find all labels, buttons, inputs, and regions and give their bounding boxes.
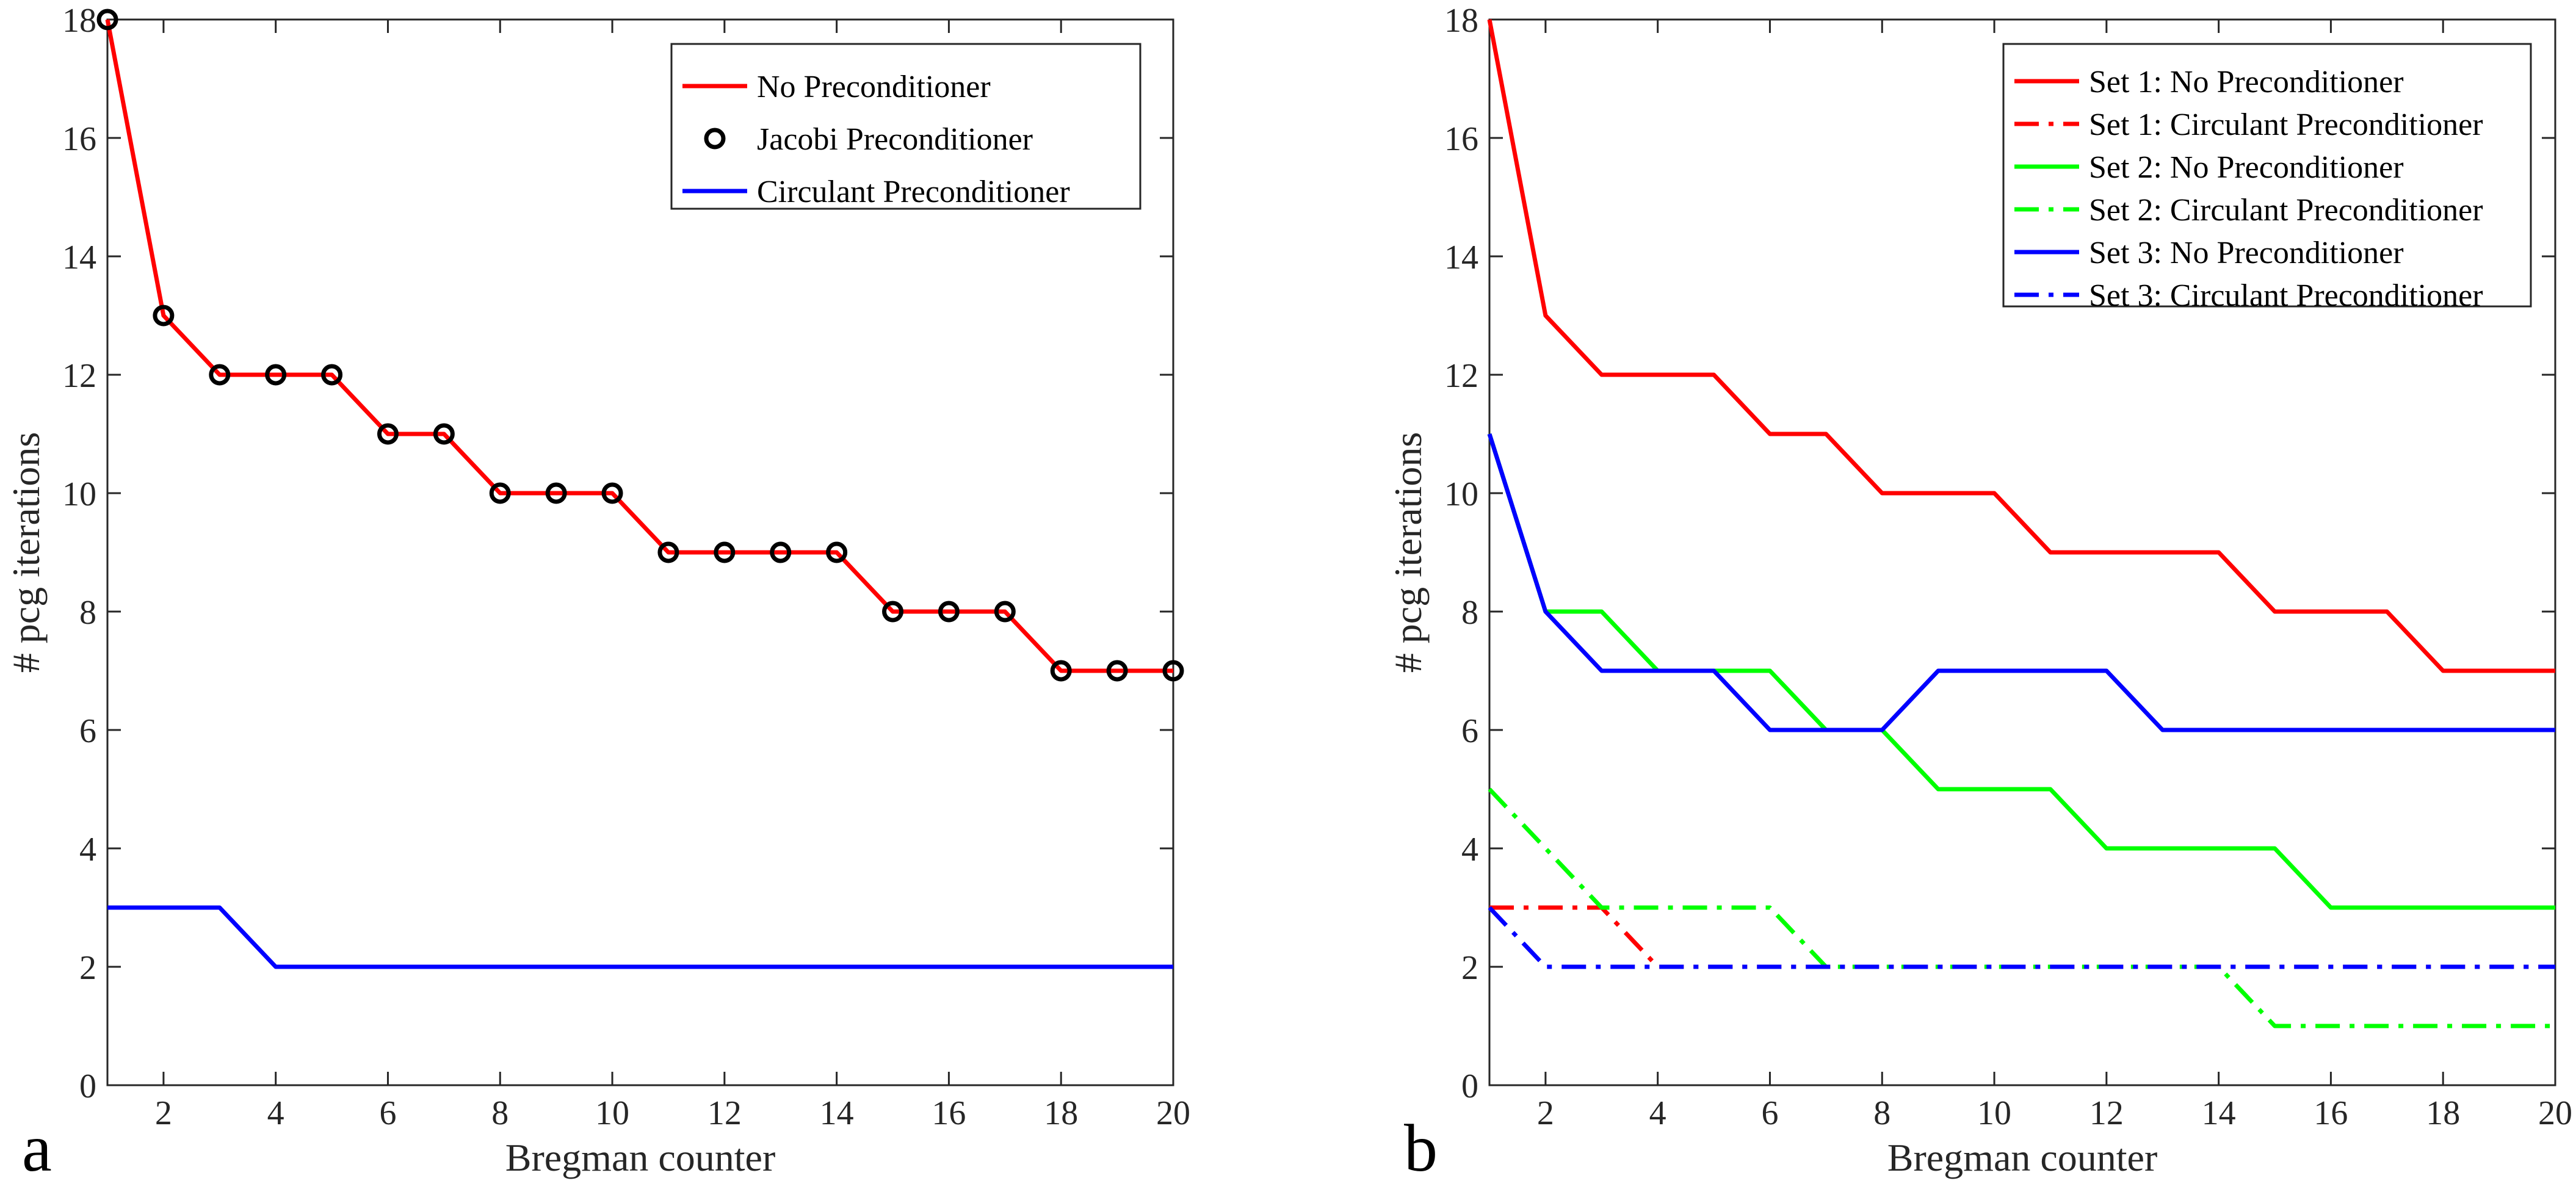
data-point [882,601,904,623]
y-tick-label: 4 [79,831,96,869]
y-tick-label: 18 [1444,2,1478,40]
y-tick-label: 2 [1461,949,1478,987]
series-line-3 [107,905,1173,969]
y-tick-label: 10 [62,475,96,513]
y-tick-label: 18 [62,2,96,40]
y-tick-label: 16 [62,120,96,158]
x-tick-label: 16 [932,1094,966,1132]
y-tick-label: 14 [62,239,96,276]
y-tick-label: 8 [79,594,96,632]
data-point [153,305,175,327]
legend-box [2002,43,2532,308]
data-point [826,541,848,563]
y-tick-label: 4 [1461,831,1478,869]
y-tick-label: 14 [1444,239,1478,276]
series-line-1 [1487,19,2555,673]
data-point [321,364,343,386]
y-tick-label: 2 [79,949,96,987]
x-tick-label: 10 [595,1094,629,1132]
x-tick-label: 20 [2538,1094,2572,1132]
legend-entry-2: Set 1: Circulant Preconditioner [2089,107,2483,142]
legend-entry-2: Jacobi Preconditioner [757,122,1033,157]
panel-label: a [22,1111,52,1185]
legend: No Preconditioner Jacobi Preconditioner Ci… [670,43,1141,210]
legend: Set 1: No Preconditioner Set 1: Circulant… [2002,43,2532,313]
x-tick-label: 12 [2089,1094,2124,1132]
data-point [770,541,792,563]
y-axis-label: # pcg iterations [4,432,48,673]
data-point [545,482,567,504]
x-tick-label: 12 [707,1094,742,1132]
data-point [994,601,1016,623]
data-point [601,482,623,504]
data-point [209,364,231,386]
x-tick-label: 6 [379,1094,396,1132]
data-point [96,9,118,31]
x-axis-label: Bregman counter [505,1136,776,1179]
x-tick-label: 2 [1537,1094,1554,1132]
x-axis-label: Bregman counter [1887,1136,2158,1179]
data-point [657,541,679,563]
x-tick-label: 10 [1977,1094,2011,1132]
y-tick-label: 6 [1461,712,1478,750]
x-tick-label: 18 [1044,1094,1078,1132]
panel-label: b [1404,1111,1438,1185]
x-tick-label: 4 [1649,1094,1666,1132]
y-tick-label: 16 [1444,120,1478,158]
data-point [377,423,399,445]
y-tick-label: 12 [62,357,96,395]
y-tick-label: 12 [1444,357,1478,395]
legend-entry-1: No Preconditioner [757,70,991,104]
x-tick-label: 8 [1873,1094,1890,1132]
x-tick-label: 2 [155,1094,172,1132]
legend-entry-5: Set 3: No Preconditioner [2089,236,2404,270]
x-tick-label: 18 [2426,1094,2460,1132]
data-point [938,601,960,623]
data-point [1050,660,1072,682]
x-tick-label: 20 [1156,1094,1190,1132]
series-line-5 [1487,433,2555,732]
legend-entry-3: Set 2: No Preconditioner [2089,150,2404,185]
legend-entry-1: Set 1: No Preconditioner [2089,65,2404,99]
y-tick-label: 0 [79,1068,96,1105]
y-tick-label: 8 [1461,594,1478,632]
data-point [1162,660,1184,682]
x-tick-label: 14 [820,1094,854,1132]
legend-marker-2 [704,128,726,150]
data-point [1106,660,1128,682]
data-point [433,423,455,445]
data-point [714,541,736,563]
series-line-6 [1488,906,2555,969]
y-tick-label: 6 [79,712,96,750]
chart-panel-a: 2 4 6 8 10 12 14 16 18 20 0 2 4 6 8 10 12 14 16 18 Bregman c… [4,2,1190,1185]
data-point [489,482,511,504]
legend-entry-4: Set 2: Circulant Preconditioner [2089,193,2483,228]
legend-box [670,43,1141,210]
chart-panel-b: 2 4 6 8 10 12 14 16 18 20 0 2 4 6 8 10 12 14 16 18 Bregman c… [1386,2,2572,1185]
legend-entry-6: Set 3: Circulant Preconditioner [2089,278,2483,313]
x-tick-label: 6 [1761,1094,1778,1132]
y-tick-label: 10 [1444,475,1478,513]
legend-entry-3: Circulant Preconditioner [757,175,1070,209]
y-axis-label: # pcg iterations [1386,432,1430,673]
y-tick-label: 0 [1461,1068,1478,1105]
data-point [265,364,287,386]
x-tick-label: 14 [2202,1094,2236,1132]
x-tick-label: 16 [2314,1094,2348,1132]
x-tick-label: 8 [491,1094,508,1132]
x-tick-label: 4 [267,1094,284,1132]
